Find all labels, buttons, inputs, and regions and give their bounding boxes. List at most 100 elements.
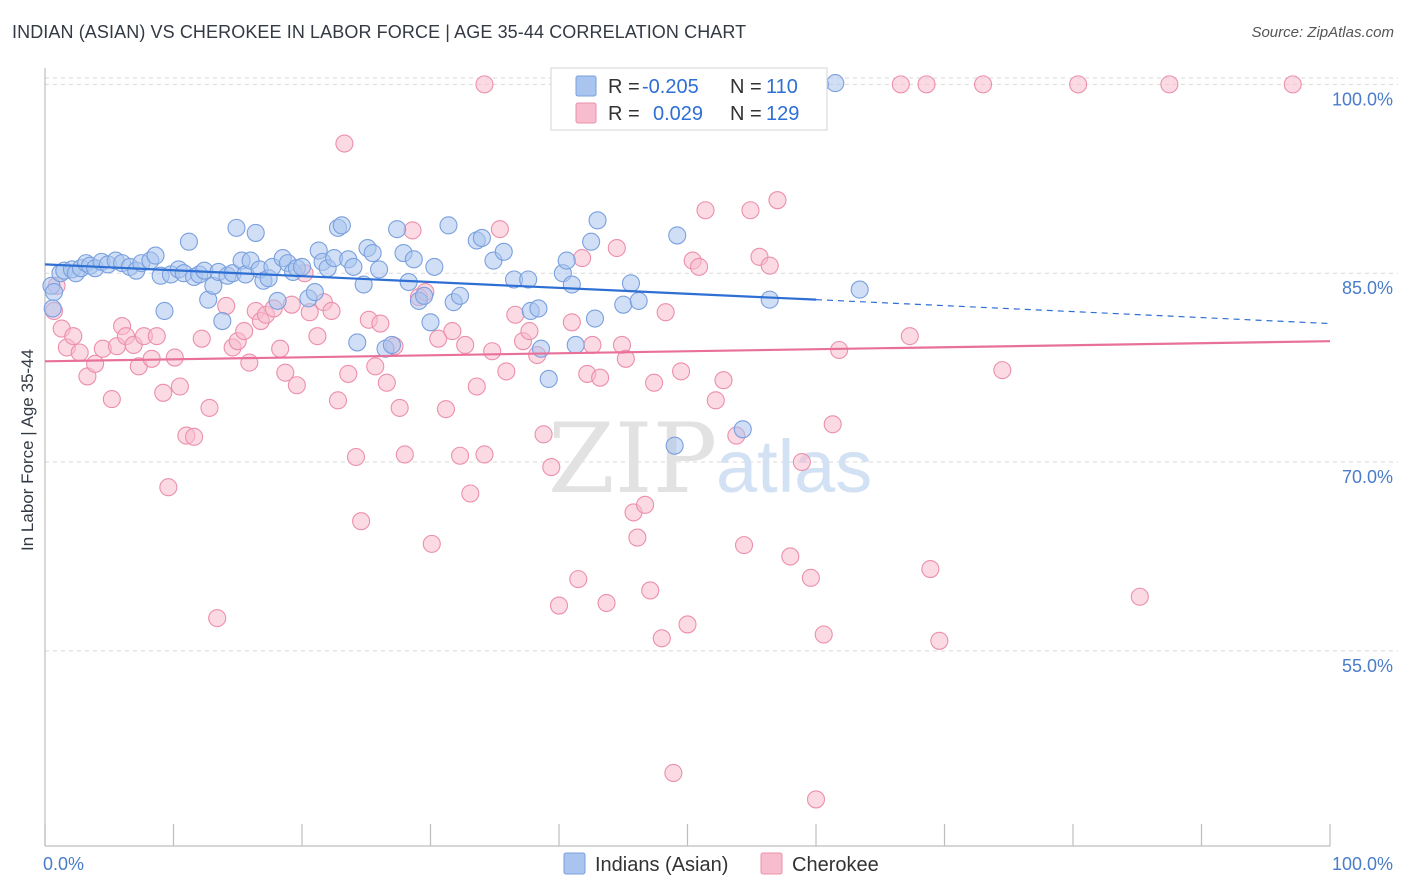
cherokee-point	[806, 790, 826, 809]
legend-n-value-2: 129	[766, 103, 799, 125]
legend-r-value-2: 0.029	[653, 103, 703, 125]
cherokee-point	[322, 301, 341, 321]
cherokee-point	[823, 415, 842, 434]
cherokee-point	[352, 512, 371, 531]
cherokee-point	[534, 425, 553, 444]
indian-point	[539, 369, 558, 388]
indian-points	[42, 74, 869, 455]
cherokee-trend-line	[44, 340, 1331, 363]
cherokee-point	[607, 238, 626, 258]
indian-point	[268, 291, 287, 310]
cherokee-point	[792, 452, 811, 472]
legend-r-label-1: R =	[608, 76, 640, 98]
cherokee-point	[456, 335, 475, 355]
cherokee-point	[641, 581, 660, 600]
cherokee-point	[696, 201, 715, 220]
legend-r-label-2: R =	[608, 103, 640, 125]
cherokee-point	[451, 446, 470, 465]
cherokee-point	[930, 631, 949, 650]
cherokee-point	[1160, 75, 1179, 94]
cherokee-point	[170, 377, 189, 396]
cherokee-point	[597, 593, 616, 613]
cherokee-point	[801, 568, 820, 587]
cherokee-point	[64, 327, 83, 346]
y-tick-label: 85.0%	[1342, 278, 1393, 298]
chart-title: INDIAN (ASIAN) VS CHEROKEE IN LABOR FORC…	[12, 22, 747, 42]
cherokee-point	[1283, 75, 1302, 94]
cherokee-point	[422, 534, 441, 553]
trend-lines	[44, 263, 1331, 363]
cherokee-point	[483, 342, 502, 361]
indian-point	[404, 250, 423, 269]
indian-point	[850, 280, 869, 299]
indian-point	[370, 260, 389, 279]
legend-swatch-cherokee	[760, 852, 783, 875]
cherokee-point	[390, 398, 409, 417]
cherokee-point	[569, 570, 588, 589]
legend-swatch-indians	[563, 852, 586, 875]
cherokee-point	[235, 322, 254, 341]
indian-point	[582, 232, 601, 251]
cherokee-point	[549, 596, 569, 615]
indian-point	[665, 436, 684, 455]
indian-point	[227, 218, 246, 237]
indian-point	[382, 335, 402, 355]
indian-point	[421, 313, 440, 332]
indian-point	[155, 301, 174, 321]
cherokee-point	[271, 339, 290, 358]
indian-point	[826, 74, 845, 93]
cherokee-point	[741, 201, 760, 220]
indian-point	[614, 295, 633, 314]
legend-n-label-1: N =	[730, 76, 762, 98]
cherokee-point	[443, 322, 462, 341]
indian-point	[292, 257, 312, 276]
indian-point	[44, 283, 64, 302]
cherokee-point	[973, 75, 993, 94]
cherokee-point	[760, 256, 779, 275]
indian-point	[146, 246, 165, 265]
cherokee-point	[714, 371, 733, 390]
cherokee-point	[706, 391, 725, 410]
legend-n-label-2: N =	[730, 103, 762, 125]
cherokee-points	[44, 75, 1302, 809]
cherokee-point	[371, 314, 390, 333]
indian-point	[585, 309, 605, 328]
cherokee-point	[652, 629, 671, 648]
cherokee-point	[917, 75, 936, 94]
cherokee-point	[781, 547, 800, 566]
x-tick-label-max: 100.0%	[1332, 854, 1393, 874]
indian-trend-line	[44, 263, 817, 301]
cherokee-point	[436, 400, 455, 419]
cherokee-point	[395, 445, 414, 464]
cherokee-point	[672, 362, 691, 381]
cherokee-point	[616, 349, 635, 368]
indian-point	[305, 283, 324, 302]
cherokee-point	[573, 249, 592, 268]
cherokee-point	[467, 377, 486, 396]
cherokee-point	[403, 221, 422, 240]
cherokee-point	[891, 75, 910, 94]
indian-point	[668, 226, 687, 245]
cherokee-point	[490, 220, 509, 239]
indian-point	[760, 290, 779, 309]
indian-point	[733, 420, 752, 439]
y-tick-label: 55.0%	[1342, 656, 1393, 676]
cherokee-point	[86, 354, 105, 373]
cherokee-point	[461, 484, 480, 503]
cherokee-point	[159, 478, 178, 497]
cherokee-point	[678, 615, 697, 634]
cherokee-point	[217, 296, 236, 315]
indian-point	[562, 275, 581, 294]
legend-r-value-1: -0.205	[642, 76, 699, 98]
cherokee-point	[475, 445, 494, 464]
cherokee-point	[429, 329, 448, 348]
cherokee-point	[520, 322, 539, 341]
cherokee-point	[562, 313, 581, 332]
cherokee-point	[366, 357, 385, 376]
cherokee-point	[636, 495, 655, 514]
indian-point	[415, 286, 434, 305]
cherokee-point	[328, 391, 348, 410]
cherokee-point	[993, 361, 1012, 380]
indian-point	[494, 242, 513, 261]
